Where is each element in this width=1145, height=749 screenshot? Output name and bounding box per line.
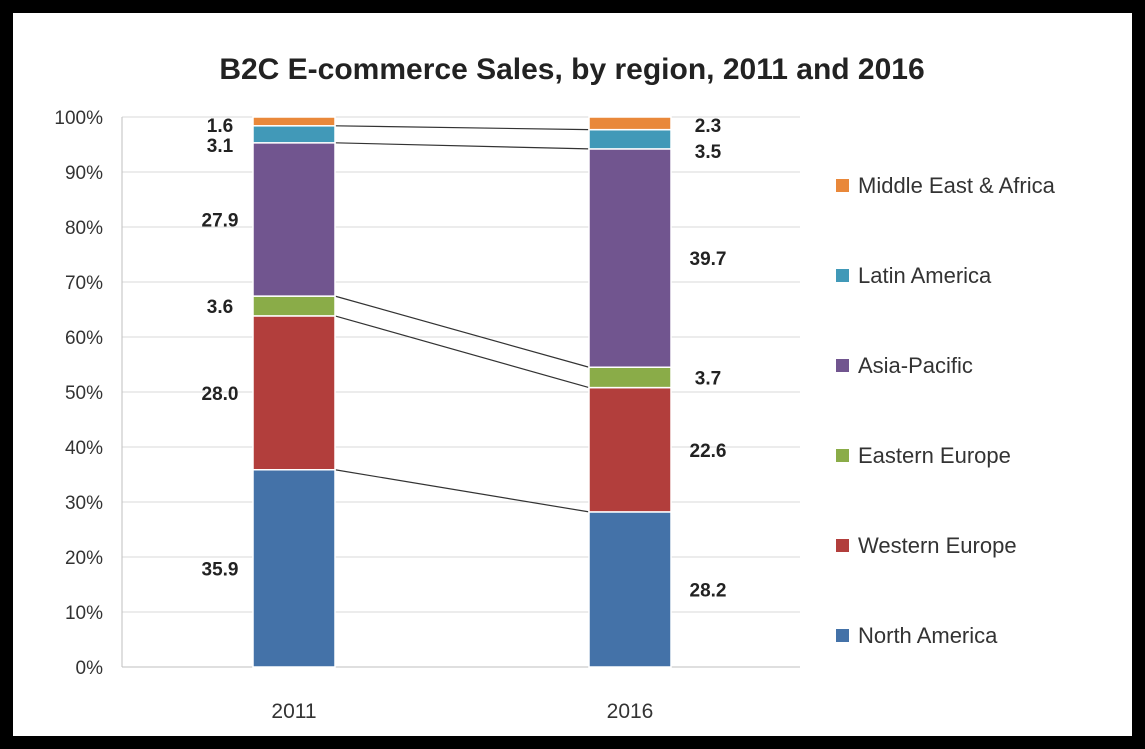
bars: 35.9 28.2 28.0 22.6 3.6 3.7 27.9 39.7 3.1 3.5 1.6 2…: [202, 116, 727, 668]
gridlines: [122, 116, 800, 668]
data-label: 1.6: [207, 116, 233, 137]
y-tick-label: 70%: [65, 273, 103, 294]
legend-item: Middle East & Africa: [836, 173, 1056, 198]
bar-segment: [588, 366, 672, 389]
data-label: 3.5: [695, 142, 722, 163]
legend-item: Asia-Pacific: [836, 353, 973, 378]
data-label: 2.3: [695, 116, 721, 137]
data-label: 28.0: [202, 384, 239, 405]
bar-segment: [588, 148, 672, 368]
legend-swatch: [836, 359, 849, 372]
y-tick-label: 100%: [54, 108, 103, 129]
series-line: [334, 295, 590, 368]
y-tick-label: 80%: [65, 218, 103, 239]
y-tick-label: 50%: [65, 383, 103, 404]
legend-item: Western Europe: [836, 533, 1017, 558]
legend-item: Eastern Europe: [836, 443, 1011, 468]
data-label: 27.9: [202, 210, 239, 231]
data-label: 3.7: [695, 368, 721, 389]
series-line: [334, 315, 590, 389]
series-line: [334, 469, 590, 513]
data-label: 39.7: [690, 249, 727, 270]
series-lines: [334, 125, 590, 513]
bar-segment: [252, 142, 336, 297]
series-line: [334, 125, 590, 131]
x-tick-label: 2016: [607, 700, 654, 723]
bar-segment: [252, 116, 336, 127]
y-tick-label: 30%: [65, 493, 103, 514]
legend-label: North America: [858, 623, 998, 648]
bar-segment: [252, 125, 336, 144]
y-axis: 0% 10% 20% 30% 40% 50% 60% 70% 80% 90% 100%: [54, 108, 800, 679]
y-tick-label: 0%: [76, 658, 104, 679]
legend-label: Western Europe: [858, 533, 1017, 558]
data-label: 22.6: [690, 441, 727, 462]
y-tick-label: 10%: [65, 603, 103, 624]
bar-segment: [588, 128, 672, 150]
bar-segment: [588, 386, 672, 513]
legend-item: North America: [836, 623, 998, 648]
bar-segment: [588, 511, 672, 668]
legend-label: Latin America: [858, 263, 992, 288]
y-tick-label: 20%: [65, 548, 103, 569]
data-label: 3.6: [207, 297, 233, 318]
data-label: 28.2: [690, 580, 727, 601]
data-label: 35.9: [202, 559, 239, 580]
legend-swatch: [836, 179, 849, 192]
legend-swatch: [836, 629, 849, 642]
y-tick-label: 40%: [65, 438, 103, 459]
series-line: [334, 142, 590, 150]
bar-segment: [252, 468, 336, 668]
y-tick-label: 90%: [65, 163, 103, 184]
chart-area: [13, 13, 1132, 736]
legend-label: Asia-Pacific: [858, 353, 973, 378]
legend-swatch: [836, 449, 849, 462]
bar-segment: [252, 295, 336, 317]
legend-swatch: [836, 539, 849, 552]
bar-segment: [588, 116, 672, 131]
chart-title: B2C E-commerce Sales, by region, 2011 an…: [219, 53, 924, 86]
x-axis: 2011 2016: [271, 700, 653, 723]
bar-segment: [252, 315, 336, 471]
legend-swatch: [836, 269, 849, 282]
x-tick-label: 2011: [271, 700, 316, 723]
legend-item: Latin America: [836, 263, 992, 288]
legend-label: Middle East & Africa: [858, 173, 1056, 198]
legend: Middle East & Africa Latin America Asia-Pa…: [836, 173, 1056, 648]
y-tick-label: 60%: [65, 328, 103, 349]
legend-label: Eastern Europe: [858, 443, 1011, 468]
data-label: 3.1: [207, 136, 234, 157]
